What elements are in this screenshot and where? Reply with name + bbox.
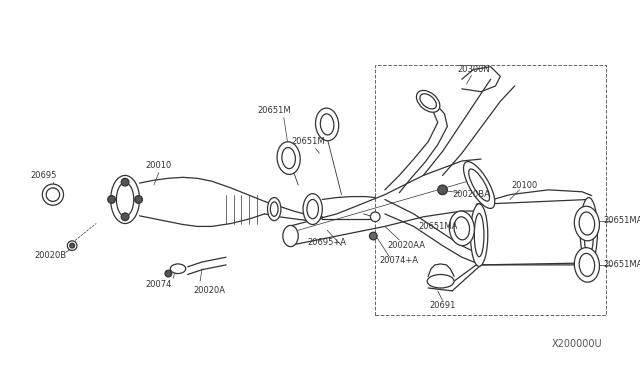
Text: 20074+A: 20074+A bbox=[380, 256, 419, 264]
Ellipse shape bbox=[574, 206, 600, 241]
Ellipse shape bbox=[468, 169, 490, 201]
Circle shape bbox=[121, 213, 129, 221]
Text: 20074: 20074 bbox=[145, 280, 172, 289]
Ellipse shape bbox=[454, 217, 470, 240]
Ellipse shape bbox=[463, 161, 495, 208]
Circle shape bbox=[165, 270, 172, 277]
Ellipse shape bbox=[449, 211, 474, 246]
Ellipse shape bbox=[574, 248, 600, 282]
Text: 20020A: 20020A bbox=[194, 286, 226, 295]
Ellipse shape bbox=[283, 225, 298, 247]
Ellipse shape bbox=[584, 207, 594, 255]
Circle shape bbox=[42, 184, 63, 205]
Text: 20695: 20695 bbox=[30, 171, 56, 180]
Text: 20100: 20100 bbox=[511, 180, 538, 190]
Circle shape bbox=[67, 241, 77, 250]
Ellipse shape bbox=[580, 198, 598, 265]
Ellipse shape bbox=[170, 264, 186, 273]
Circle shape bbox=[46, 188, 60, 201]
Text: 20020B: 20020B bbox=[34, 251, 66, 260]
Text: 20691: 20691 bbox=[429, 301, 456, 310]
Circle shape bbox=[70, 243, 75, 248]
Ellipse shape bbox=[470, 204, 488, 266]
Ellipse shape bbox=[303, 194, 323, 224]
Text: 20651M: 20651M bbox=[291, 137, 324, 146]
Ellipse shape bbox=[316, 108, 339, 141]
Ellipse shape bbox=[579, 253, 595, 276]
Ellipse shape bbox=[116, 183, 134, 216]
Text: 20300N: 20300N bbox=[457, 65, 490, 74]
Circle shape bbox=[369, 232, 377, 240]
Ellipse shape bbox=[282, 148, 296, 169]
Ellipse shape bbox=[321, 114, 334, 135]
Circle shape bbox=[121, 178, 129, 186]
Ellipse shape bbox=[417, 90, 440, 112]
Ellipse shape bbox=[270, 202, 278, 216]
Ellipse shape bbox=[420, 94, 436, 109]
Circle shape bbox=[108, 196, 115, 203]
Circle shape bbox=[134, 196, 142, 203]
Ellipse shape bbox=[579, 212, 595, 235]
Ellipse shape bbox=[277, 142, 300, 174]
Text: X200000U: X200000U bbox=[552, 339, 603, 349]
Ellipse shape bbox=[427, 275, 454, 288]
Ellipse shape bbox=[268, 198, 281, 221]
Text: 20651MA: 20651MA bbox=[604, 216, 640, 225]
Text: 20651M: 20651M bbox=[257, 106, 291, 115]
Ellipse shape bbox=[307, 199, 319, 219]
Text: 20020AA: 20020AA bbox=[387, 241, 425, 250]
Text: 20651MA: 20651MA bbox=[604, 260, 640, 269]
Text: 20695+A: 20695+A bbox=[308, 238, 347, 247]
Circle shape bbox=[371, 212, 380, 222]
Text: 20010: 20010 bbox=[146, 161, 172, 170]
Bar bbox=[375, 65, 606, 315]
Text: 20651MA: 20651MA bbox=[418, 222, 458, 231]
Circle shape bbox=[438, 185, 447, 195]
Text: 20020BA: 20020BA bbox=[452, 190, 490, 199]
Ellipse shape bbox=[111, 176, 140, 224]
Ellipse shape bbox=[474, 214, 484, 257]
